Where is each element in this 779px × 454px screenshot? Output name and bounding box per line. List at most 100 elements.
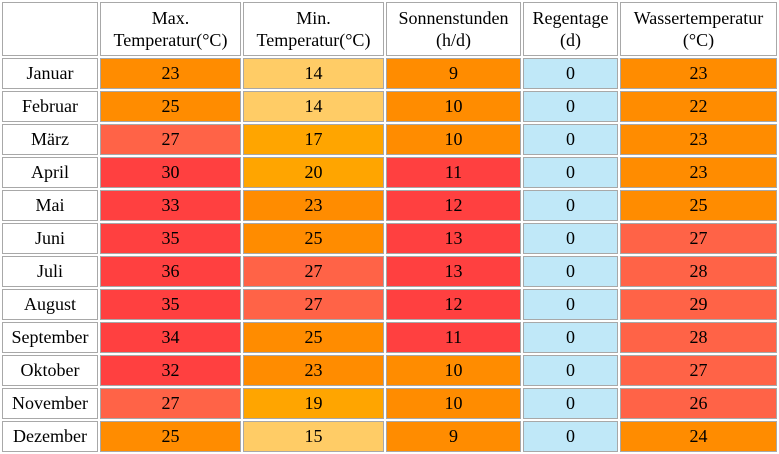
month-label: Oktober bbox=[2, 355, 98, 386]
table-row: November 27 19 10 0 26 bbox=[2, 388, 777, 419]
month-label: Juni bbox=[2, 223, 98, 254]
header-water-temperature-line1: Wassertemperatur bbox=[633, 8, 764, 28]
rain-days-cell: 0 bbox=[523, 289, 618, 320]
sunshine-hours-cell: 10 bbox=[386, 124, 521, 155]
header-row: Max. Temperatur(°C) Min. Temperatur(°C) … bbox=[2, 2, 777, 56]
rain-days-cell: 0 bbox=[523, 157, 618, 188]
table-row: April 30 20 11 0 23 bbox=[2, 157, 777, 188]
water-temperature-cell: 26 bbox=[620, 388, 777, 419]
min-temperature-cell: 14 bbox=[243, 91, 384, 122]
table-row: Dezember 25 15 9 0 24 bbox=[2, 421, 777, 452]
rain-days-cell: 0 bbox=[523, 58, 618, 89]
rain-days-cell: 0 bbox=[523, 223, 618, 254]
table-row: Januar 23 14 9 0 23 bbox=[2, 58, 777, 89]
header-rain-days-line2: (d) bbox=[560, 30, 581, 50]
header-min-temperature: Min. Temperatur(°C) bbox=[243, 2, 384, 56]
sunshine-hours-cell: 9 bbox=[386, 421, 521, 452]
max-temperature-cell: 35 bbox=[100, 223, 241, 254]
rain-days-cell: 0 bbox=[523, 256, 618, 287]
table-row: Mai 33 23 12 0 25 bbox=[2, 190, 777, 221]
water-temperature-cell: 23 bbox=[620, 157, 777, 188]
max-temperature-cell: 36 bbox=[100, 256, 241, 287]
min-temperature-cell: 20 bbox=[243, 157, 384, 188]
max-temperature-cell: 34 bbox=[100, 322, 241, 353]
max-temperature-cell: 27 bbox=[100, 124, 241, 155]
table-row: Februar 25 14 10 0 22 bbox=[2, 91, 777, 122]
rain-days-cell: 0 bbox=[523, 91, 618, 122]
month-label: Mai bbox=[2, 190, 98, 221]
min-temperature-cell: 27 bbox=[243, 289, 384, 320]
month-label: November bbox=[2, 388, 98, 419]
max-temperature-cell: 25 bbox=[100, 91, 241, 122]
header-max-temperature-line2: Temperatur(°C) bbox=[113, 30, 228, 50]
min-temperature-cell: 14 bbox=[243, 58, 384, 89]
rain-days-cell: 0 bbox=[523, 190, 618, 221]
min-temperature-cell: 25 bbox=[243, 322, 384, 353]
month-label: März bbox=[2, 124, 98, 155]
sunshine-hours-cell: 10 bbox=[386, 91, 521, 122]
month-label: Januar bbox=[2, 58, 98, 89]
header-water-temperature-line2: (°C) bbox=[682, 30, 715, 50]
header-min-temperature-line1: Min. bbox=[296, 8, 331, 28]
rain-days-cell: 0 bbox=[523, 421, 618, 452]
table-row: August 35 27 12 0 29 bbox=[2, 289, 777, 320]
sunshine-hours-cell: 11 bbox=[386, 322, 521, 353]
rain-days-cell: 0 bbox=[523, 388, 618, 419]
header-rain-days-line1: Regentage bbox=[532, 8, 609, 28]
header-sunshine-hours-line2: (h/d) bbox=[436, 30, 471, 50]
header-rain-days: Regentage (d) bbox=[523, 2, 618, 56]
table-body: Januar 23 14 9 0 23 Februar 25 14 10 0 22 März 27 17 10… bbox=[2, 58, 777, 452]
header-max-temperature-line1: Max. bbox=[151, 8, 190, 28]
max-temperature-cell: 35 bbox=[100, 289, 241, 320]
sunshine-hours-cell: 12 bbox=[386, 190, 521, 221]
table-row: Juni 35 25 13 0 27 bbox=[2, 223, 777, 254]
table-row: Oktober 32 23 10 0 27 bbox=[2, 355, 777, 386]
month-label: April bbox=[2, 157, 98, 188]
min-temperature-cell: 23 bbox=[243, 355, 384, 386]
table-row: Juli 36 27 13 0 28 bbox=[2, 256, 777, 287]
water-temperature-cell: 28 bbox=[620, 322, 777, 353]
min-temperature-cell: 23 bbox=[243, 190, 384, 221]
water-temperature-cell: 24 bbox=[620, 421, 777, 452]
water-temperature-cell: 27 bbox=[620, 355, 777, 386]
min-temperature-cell: 19 bbox=[243, 388, 384, 419]
table-header: Max. Temperatur(°C) Min. Temperatur(°C) … bbox=[2, 2, 777, 56]
max-temperature-cell: 23 bbox=[100, 58, 241, 89]
sunshine-hours-cell: 10 bbox=[386, 388, 521, 419]
rain-days-cell: 0 bbox=[523, 355, 618, 386]
max-temperature-cell: 25 bbox=[100, 421, 241, 452]
month-label: September bbox=[2, 322, 98, 353]
sunshine-hours-cell: 9 bbox=[386, 58, 521, 89]
water-temperature-cell: 23 bbox=[620, 124, 777, 155]
water-temperature-cell: 27 bbox=[620, 223, 777, 254]
month-label: Februar bbox=[2, 91, 98, 122]
water-temperature-cell: 22 bbox=[620, 91, 777, 122]
sunshine-hours-cell: 11 bbox=[386, 157, 521, 188]
rain-days-cell: 0 bbox=[523, 124, 618, 155]
min-temperature-cell: 25 bbox=[243, 223, 384, 254]
header-min-temperature-line2: Temperatur(°C) bbox=[256, 30, 371, 50]
month-label: Dezember bbox=[2, 421, 98, 452]
water-temperature-cell: 28 bbox=[620, 256, 777, 287]
water-temperature-cell: 25 bbox=[620, 190, 777, 221]
min-temperature-cell: 17 bbox=[243, 124, 384, 155]
max-temperature-cell: 30 bbox=[100, 157, 241, 188]
sunshine-hours-cell: 13 bbox=[386, 223, 521, 254]
header-corner-cell bbox=[2, 2, 98, 56]
max-temperature-cell: 32 bbox=[100, 355, 241, 386]
header-max-temperature: Max. Temperatur(°C) bbox=[100, 2, 241, 56]
water-temperature-cell: 23 bbox=[620, 58, 777, 89]
max-temperature-cell: 33 bbox=[100, 190, 241, 221]
table-row: September 34 25 11 0 28 bbox=[2, 322, 777, 353]
sunshine-hours-cell: 13 bbox=[386, 256, 521, 287]
month-label: Juli bbox=[2, 256, 98, 287]
header-sunshine-hours-line1: Sonnenstunden bbox=[398, 8, 509, 28]
table-row: März 27 17 10 0 23 bbox=[2, 124, 777, 155]
header-sunshine-hours: Sonnenstunden (h/d) bbox=[386, 2, 521, 56]
sunshine-hours-cell: 12 bbox=[386, 289, 521, 320]
min-temperature-cell: 27 bbox=[243, 256, 384, 287]
sunshine-hours-cell: 10 bbox=[386, 355, 521, 386]
water-temperature-cell: 29 bbox=[620, 289, 777, 320]
month-label: August bbox=[2, 289, 98, 320]
min-temperature-cell: 15 bbox=[243, 421, 384, 452]
